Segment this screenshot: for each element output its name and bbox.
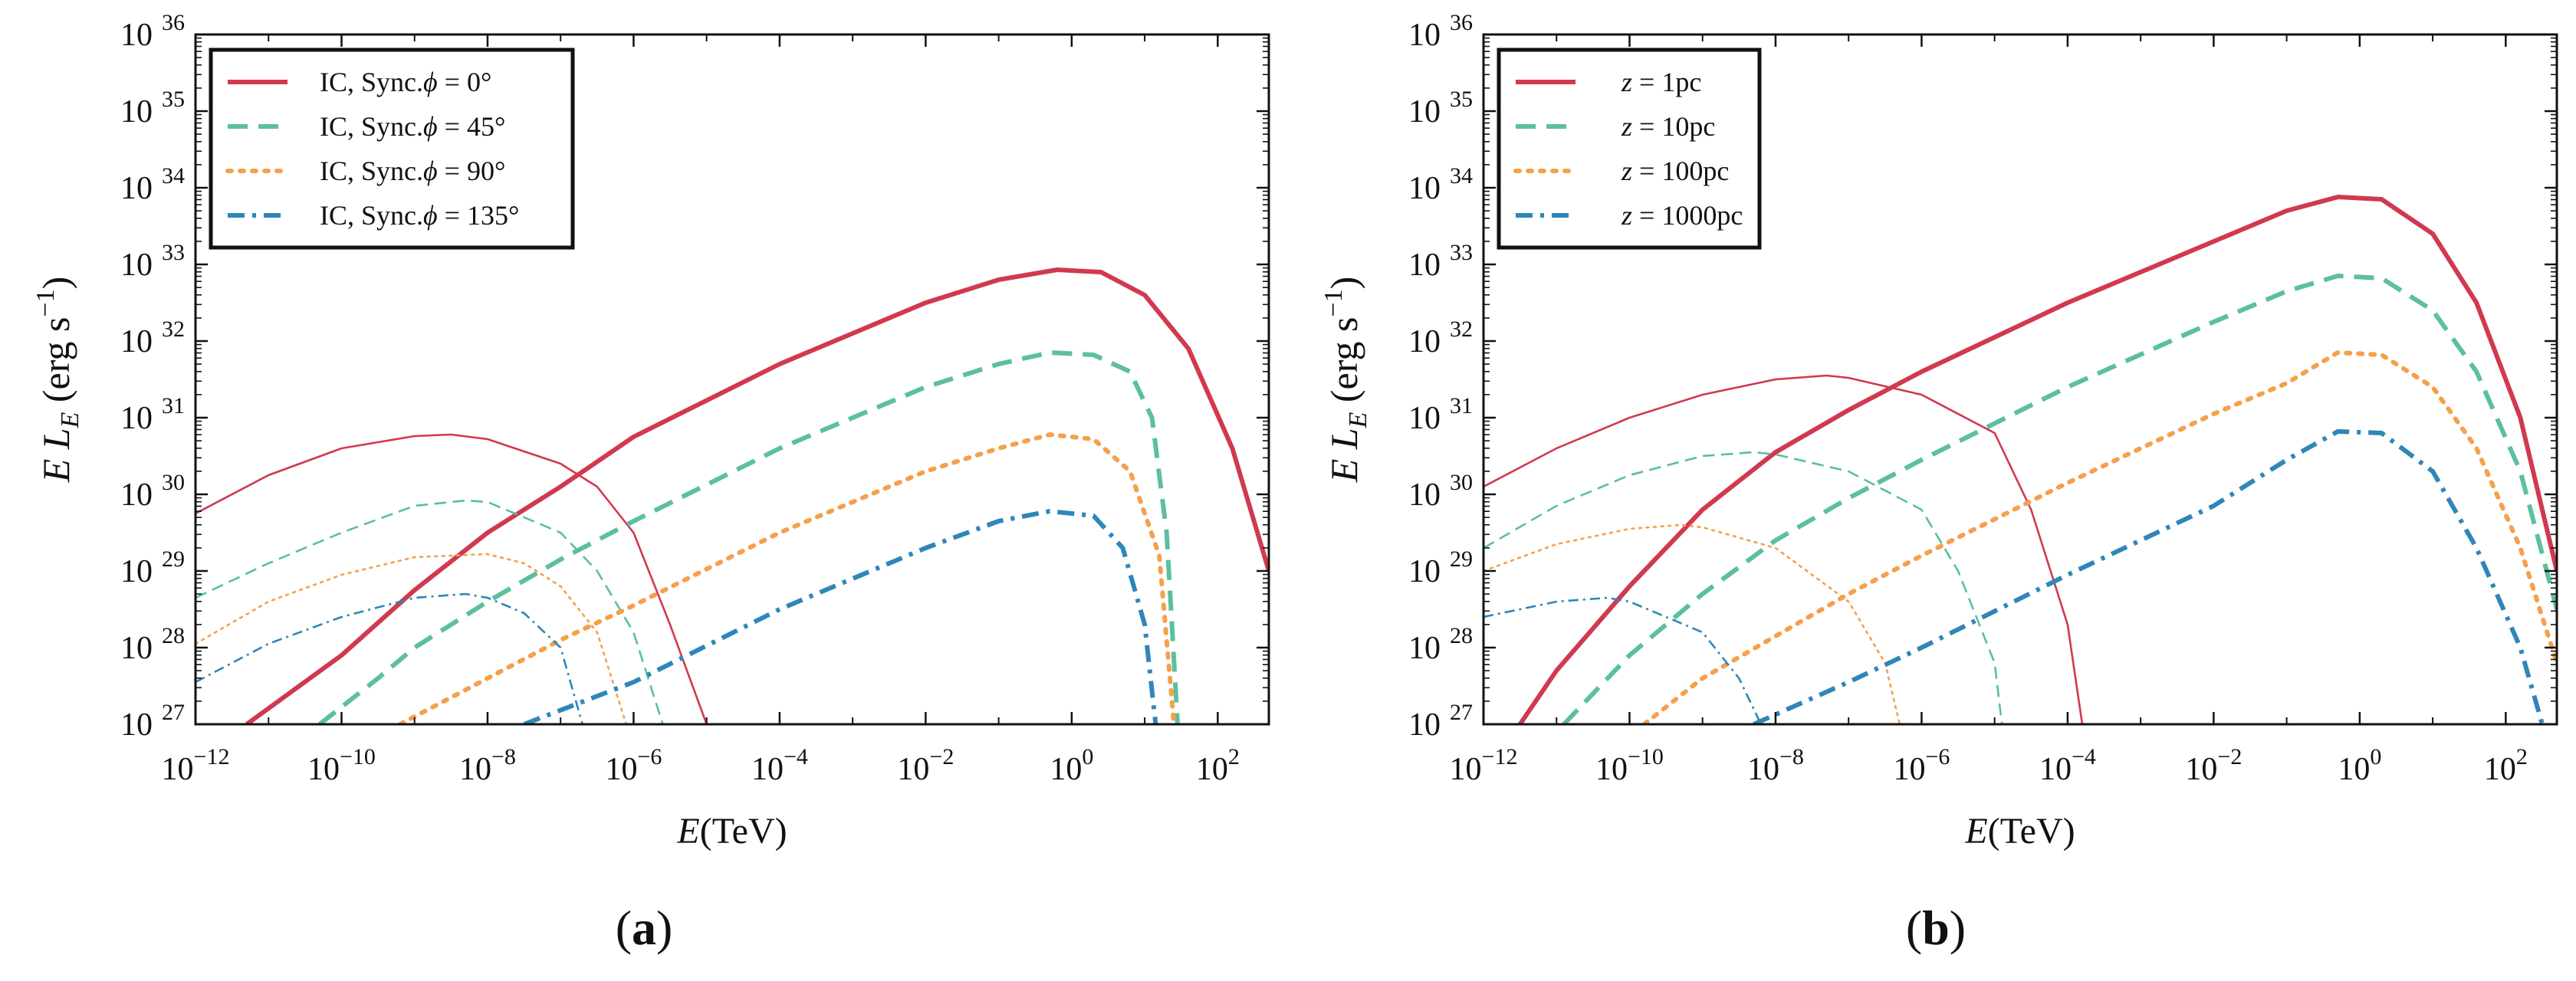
series-line-sync-3 [196,499,664,724]
y-tick-label: 10 28 [120,623,185,666]
x-tick-label: 10−6 [1893,744,1950,787]
x-tick-label: 10−8 [1747,744,1804,787]
y-tick-label: 10 34 [1408,163,1473,206]
series-line-sync-1 [1484,374,2084,724]
legend: IC, Sync.ϕ = 0° IC, Sync.ϕ = 45° IC, Sync.… [209,48,575,250]
series-line-ic-6 [1753,429,2545,724]
legend-label: z = 1pc [1621,67,1701,97]
y-tick-label: 10 27 [1408,700,1473,743]
x-tick-label: 10−4 [2039,744,2096,787]
series-line-ic-2 [1562,274,2557,724]
series-line-sync-7 [1484,596,1763,724]
series-line-ic-4 [397,432,1177,724]
y-tick-label: 10 36 [1408,10,1473,53]
plot-area [196,267,1269,724]
panel-label: (a) [616,901,673,955]
legend-label: IC, Sync.ϕ = 45° [320,111,505,142]
axes-frame [194,33,1270,726]
x-tick-label: 100 [1050,744,1093,787]
legend-label: z = 100pc [1621,156,1729,186]
y-tick-label: 10 32 [1408,317,1473,359]
y-tick-label: 10 29 [1408,546,1473,589]
y-tick-label: 10 31 [120,393,185,436]
x-tick-label: 10−10 [1595,744,1664,787]
x-tick-label: 10−6 [605,744,662,787]
legend-label: IC, Sync.ϕ = 135° [320,200,519,231]
y-tick-label: 10 31 [1408,393,1473,436]
x-tick-label: 10−10 [307,744,376,787]
series-line-sync-7 [196,592,584,724]
y-tick-label: 10 30 [120,470,185,513]
x-tick-label: 100 [2338,744,2381,787]
x-tick-label: 10−2 [897,744,954,787]
y-tick-label: 10 27 [120,700,185,743]
panel-label: (b) [1906,901,1966,955]
y-tick-label: 10 28 [1408,623,1473,666]
y-tick-label: 10 35 [1408,87,1473,130]
y-tick-label: 10 32 [120,317,185,359]
y-tick-label: 10 33 [120,240,185,283]
x-tick-label: 10−4 [751,744,808,787]
y-tick-label: 10 30 [1408,470,1473,513]
series-line-sync-5 [1484,523,1901,724]
y-tick-label: 10 29 [120,546,185,589]
series-line-ic-0 [245,267,1269,724]
y-tick-label: 10 35 [120,87,185,130]
legend-label: IC, Sync.ϕ = 90° [320,156,505,186]
y-tick-label: 10 36 [120,10,185,53]
axes-frame [1482,33,2558,726]
legend-label: IC, Sync.ϕ = 0° [320,67,491,97]
y-axis-label: E LE (erg s−1) [1319,277,1372,484]
x-tick-label: 102 [1196,744,1240,787]
legend: z = 1pc z = 10pc z = 100pc z = 1000pc [1497,48,1762,250]
series-line-sync-3 [1484,451,2003,724]
x-tick-label: 10−12 [1450,744,1518,787]
series-line-sync-5 [196,553,628,724]
series-line-ic-0 [1518,195,2557,724]
series-line-ic-2 [318,350,1180,724]
y-axis-label: E LE (erg s−1) [31,277,84,484]
series-line-ic-6 [523,509,1158,724]
y-tick-label: 10 34 [120,163,185,206]
x-tick-label: 10−8 [459,744,516,787]
x-tick-label: 102 [2484,744,2528,787]
plot-area [1484,195,2557,724]
x-axis-label: E(TeV) [676,811,787,851]
x-axis-label: E(TeV) [1964,811,2075,851]
legend-label: z = 10pc [1621,111,1715,142]
legend-label: z = 1000pc [1621,200,1743,231]
x-tick-label: 10−2 [2185,744,2242,787]
x-tick-label: 10−12 [162,744,230,787]
series-line-ic-4 [1641,350,2557,724]
y-tick-label: 10 33 [1408,240,1473,283]
series-line-sync-1 [196,433,708,724]
